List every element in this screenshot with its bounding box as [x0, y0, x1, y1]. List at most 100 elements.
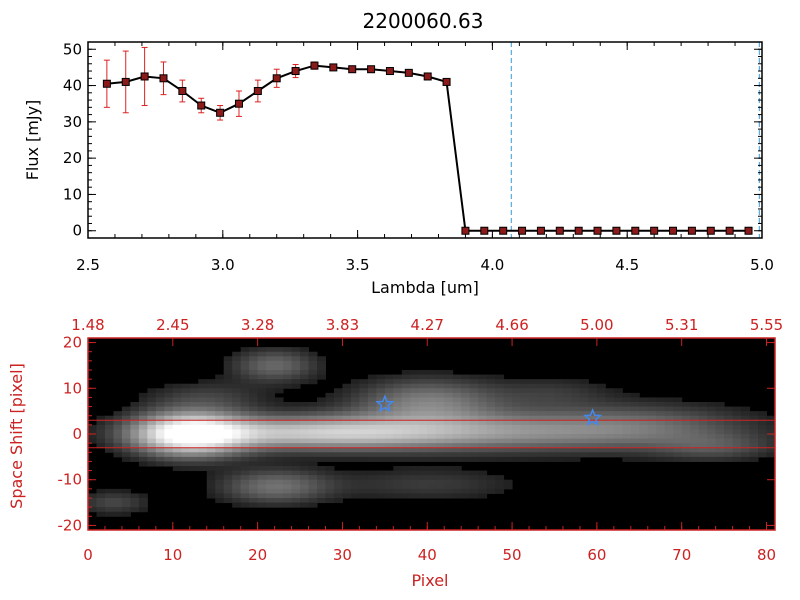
image-pixel	[172, 388, 182, 394]
image-pixel	[495, 438, 505, 444]
image-pixel	[503, 447, 513, 453]
image-pixel	[613, 392, 623, 398]
image-pixel	[172, 434, 182, 440]
image-pixel	[444, 434, 454, 440]
image-pixel	[155, 443, 165, 449]
image-pixel	[342, 493, 352, 499]
image-pixel	[427, 470, 437, 476]
image-pixel	[164, 452, 174, 458]
image-pixel	[469, 475, 479, 481]
image-pixel	[376, 379, 386, 385]
image-pixel	[376, 447, 386, 453]
image-pixel	[690, 429, 700, 435]
image-pixel	[342, 429, 352, 435]
image-pixel	[622, 438, 632, 444]
image-pixel	[579, 383, 589, 389]
image-pixel	[384, 392, 394, 398]
image-pixel	[461, 452, 471, 458]
image-pixel	[664, 420, 674, 426]
image-pixel	[656, 411, 666, 417]
image-pixel	[342, 406, 352, 412]
image-pixel	[232, 434, 242, 440]
image-pixel	[249, 347, 259, 353]
image-pixel	[232, 479, 242, 485]
image-pixel	[283, 447, 293, 453]
image-pixel	[333, 456, 343, 462]
image-pixel	[529, 402, 539, 408]
image-pixel	[215, 456, 225, 462]
image-pixel	[690, 402, 700, 408]
image-pixel	[130, 447, 140, 453]
image-pixel	[96, 502, 106, 508]
image-pixel	[317, 479, 326, 485]
image-pixel	[350, 479, 360, 485]
image-pixel	[732, 447, 742, 453]
bottom-y-tick-label: 0	[72, 425, 82, 443]
image-pixel	[215, 443, 225, 449]
image-pixel	[461, 388, 471, 394]
bottom-x-tick-label: 80	[757, 546, 776, 564]
star-marker	[375, 394, 395, 413]
image-pixel	[478, 406, 488, 412]
image-pixel	[749, 456, 759, 462]
image-pixel	[155, 424, 165, 430]
image-pixel	[240, 475, 250, 481]
image-pixel	[206, 447, 216, 453]
image-pixel	[478, 383, 488, 389]
image-pixel	[147, 402, 157, 408]
image-pixel	[444, 415, 454, 421]
image-pixel	[198, 397, 208, 403]
image-pixel	[155, 434, 165, 440]
top-wavelength-tick-label: 1.48	[71, 316, 104, 334]
image-pixel	[664, 397, 674, 403]
image-pixel	[240, 411, 250, 417]
image-pixel	[257, 447, 267, 453]
image-pixel	[596, 415, 606, 421]
image-pixel	[766, 420, 776, 426]
image-pixel	[198, 415, 208, 421]
image-pixel	[121, 415, 131, 421]
image-pixel	[333, 443, 343, 449]
image-pixel	[715, 429, 725, 435]
image-pixel	[503, 452, 513, 458]
image-pixel	[291, 415, 301, 421]
image-pixel	[410, 452, 420, 458]
image-pixel	[96, 429, 106, 435]
image-pixel	[266, 397, 276, 403]
image-pixel	[283, 461, 293, 467]
image-pixel	[223, 498, 233, 504]
image-pixel	[546, 411, 555, 417]
image-pixel	[384, 438, 394, 444]
image-pixel	[240, 402, 250, 408]
image-pixel	[164, 461, 174, 467]
image-pixel	[452, 475, 462, 481]
image-pixel	[198, 411, 208, 417]
image-pixel	[486, 388, 496, 394]
image-pixel	[266, 402, 276, 408]
image-pixel	[257, 461, 267, 467]
image-pixel	[300, 447, 310, 453]
top-plot-frame	[87, 41, 763, 239]
image-pixel	[376, 475, 386, 481]
image-pixel	[503, 388, 513, 394]
flux-data-point	[499, 226, 508, 235]
image-pixel	[495, 411, 505, 417]
image-pixel	[198, 402, 208, 408]
image-pixel	[249, 392, 259, 398]
image-pixel	[562, 388, 572, 394]
image-pixel	[249, 429, 259, 435]
image-pixel	[698, 429, 708, 435]
image-pixel	[435, 411, 445, 417]
image-pixel	[546, 392, 555, 398]
image-pixel	[359, 443, 369, 449]
flux-data-point	[461, 226, 470, 235]
image-pixel	[520, 392, 530, 398]
image-pixel	[512, 392, 522, 398]
image-pixel	[410, 470, 420, 476]
image-pixel	[681, 424, 691, 430]
image-pixel	[333, 498, 343, 504]
image-pixel	[512, 383, 522, 389]
image-pixel	[257, 397, 267, 403]
image-pixel	[274, 456, 284, 462]
image-pixel	[138, 415, 148, 421]
